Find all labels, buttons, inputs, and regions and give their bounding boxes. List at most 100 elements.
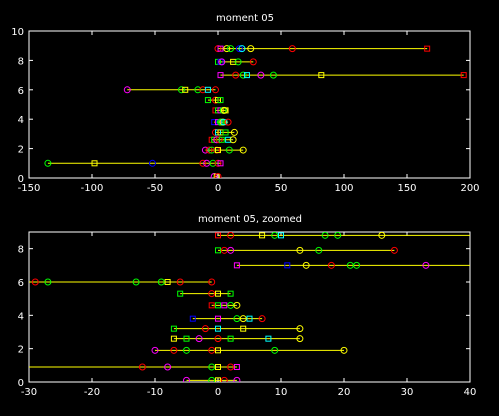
data-point-circle (390, 246, 398, 254)
data-point-square (259, 232, 266, 239)
data-point-circle (176, 278, 184, 286)
y-tick-label: 4 (18, 311, 24, 322)
y-tick-label: 6 (18, 86, 24, 97)
data-point-square (215, 232, 221, 239)
data-point-square (265, 335, 272, 342)
data-point-circle (230, 128, 238, 136)
data-point-circle (229, 136, 237, 144)
data-point-square (177, 290, 184, 297)
data-point-circle (238, 45, 246, 53)
data-point-circle (151, 346, 159, 354)
x-tick-label: 200 (460, 183, 479, 194)
data-point-square (215, 347, 221, 354)
data-point-circle (220, 376, 228, 382)
data-point-circle (132, 278, 140, 286)
data-point-circle (234, 58, 242, 66)
x-tick-label: -100 (81, 183, 104, 194)
plot-area (44, 45, 467, 178)
data-point-circle (233, 301, 241, 309)
data-point-square (218, 136, 225, 143)
data-point-square (204, 86, 211, 93)
data-point-circle (148, 159, 156, 167)
data-point-circle (271, 346, 279, 354)
x-tick-label: 0 (215, 387, 221, 398)
data-point-circle (208, 278, 216, 286)
chart-panel-moment-05-zoomed: moment 05, zoomed -30 -20 -10 0 10 20 30 40 0 2 4 6… (18, 214, 477, 398)
data-point-square (221, 119, 228, 126)
data-point-circle (302, 261, 310, 269)
data-point-square (246, 315, 253, 322)
data-point-square (215, 364, 221, 370)
data-point-circle (296, 246, 304, 254)
data-point-circle (205, 146, 213, 154)
data-point-circle (157, 278, 165, 286)
data-point-square (233, 364, 240, 370)
data-point-circle (209, 159, 217, 167)
plot-area (29, 232, 470, 382)
data-point-square (183, 335, 190, 342)
data-point-circle (183, 376, 190, 382)
chart-panel-moment-05: moment 05 -150 -100 -50 0 50 100 150 200 0 2 4 6 8 10 (11, 13, 479, 194)
y-tick-label: 2 (18, 345, 24, 356)
data-point-square (91, 160, 98, 167)
data-point-square (217, 160, 224, 167)
x-tick-label: 10 (275, 387, 288, 398)
data-point-circle (334, 232, 342, 239)
y-tick-label: 0 (18, 378, 24, 389)
data-point-circle (194, 86, 202, 94)
data-point-circle (177, 86, 185, 94)
data-point-square (164, 279, 171, 285)
data-point-square (215, 315, 221, 322)
data-point-square (215, 325, 221, 332)
data-point-circle (271, 232, 279, 239)
y-tick-label: 0 (18, 174, 24, 185)
data-point-circle (164, 363, 172, 371)
data-point-circle (327, 261, 335, 269)
data-point-square (233, 262, 240, 269)
data-point-circle (214, 335, 222, 343)
data-point-circle (269, 71, 277, 79)
x-tick-label: 40 (464, 387, 477, 398)
data-point-circle (208, 376, 216, 382)
data-point-square (215, 247, 221, 254)
data-point-circle (195, 335, 203, 343)
data-point-square (217, 97, 224, 104)
data-point-circle (239, 146, 247, 154)
data-point-circle (227, 232, 235, 239)
data-point-circle (199, 159, 207, 167)
data-point-circle (223, 45, 231, 53)
data-point-circle (31, 278, 39, 286)
data-point-square (222, 129, 229, 136)
y-tick-label: 8 (18, 56, 24, 67)
data-point-circle (227, 45, 235, 53)
data-point-circle (296, 335, 304, 343)
data-point-circle (239, 315, 247, 323)
data-point-square (215, 290, 221, 297)
data-point-circle (214, 173, 222, 178)
plot-frame (28, 231, 471, 383)
data-point-circle (208, 363, 216, 371)
data-point-circle (225, 146, 233, 154)
data-point-circle (183, 346, 190, 354)
data-point-square (318, 72, 325, 79)
data-point-circle (257, 71, 265, 79)
x-tick-label: 30 (401, 387, 414, 398)
data-point-circle (353, 261, 361, 269)
data-point-square (182, 86, 189, 93)
data-point-square (278, 232, 284, 239)
data-point-circle (208, 290, 216, 298)
data-point-circle (227, 363, 235, 371)
x-tick-label: -50 (147, 183, 163, 194)
data-point-circle (224, 118, 232, 126)
x-tick-label: 0 (215, 183, 221, 194)
y-tick-label: 2 (18, 145, 24, 156)
data-point-square (243, 72, 250, 79)
x-tick-label: -10 (147, 387, 163, 398)
data-point-square (460, 72, 467, 79)
data-point-circle (258, 315, 266, 323)
data-point-square (227, 290, 234, 297)
x-tick-label: -20 (84, 387, 100, 398)
chart-title: moment 05, zoomed (198, 214, 302, 225)
